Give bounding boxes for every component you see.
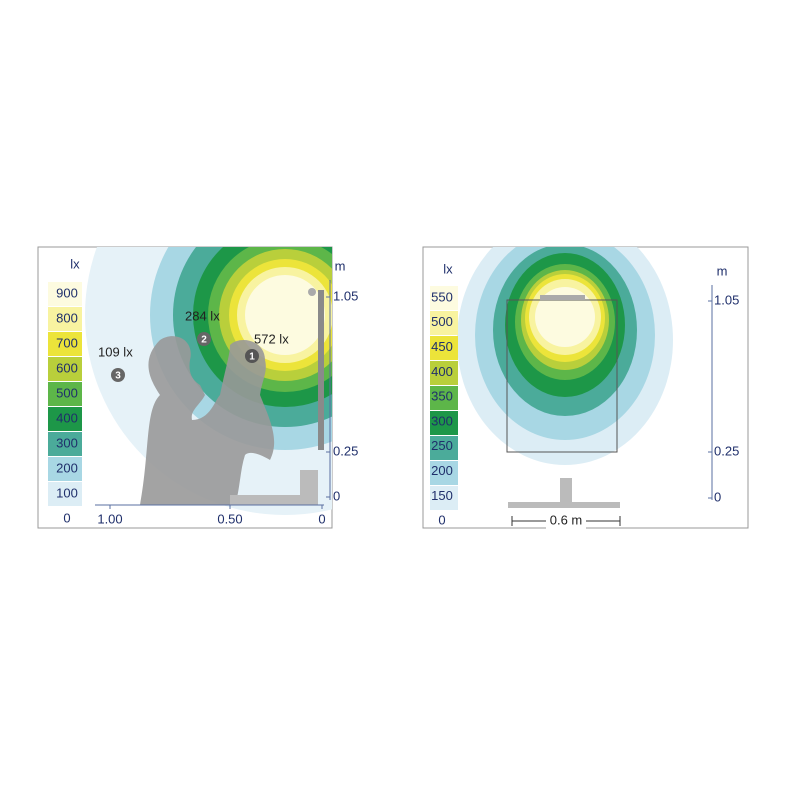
legend-label: 250 [431, 438, 453, 453]
point-number: 3 [115, 371, 121, 382]
legend-label: 300 [431, 413, 453, 428]
axes [95, 280, 331, 509]
point-label: 572 lx [254, 331, 289, 346]
legend-label: 400 [56, 410, 78, 425]
v-tick-label: 0 [333, 488, 340, 503]
point-number: 1 [249, 352, 255, 363]
label-bg [546, 512, 586, 530]
legend-label: 0 [63, 510, 70, 525]
axis-unit: m [717, 263, 728, 278]
v-tick-label: 0.25 [333, 443, 358, 458]
legend-label: 500 [431, 314, 453, 329]
legend-label: 800 [56, 310, 78, 325]
measure-points: 1 572 lx 2 284 lx 3 109 lx [98, 308, 289, 382]
legend-label: 700 [56, 335, 78, 350]
v-tick-label: 0 [714, 489, 721, 504]
legend-label: 450 [431, 339, 453, 354]
legend-label: 150 [431, 488, 453, 503]
legend-label: 500 [56, 385, 78, 400]
legend-label: 900 [56, 285, 78, 300]
legend: lx 900 800 700 600 500 400 300 200 100 0 [48, 256, 82, 525]
point-label: 284 lx [185, 308, 220, 323]
legend-label: 300 [56, 435, 78, 450]
legend-label: 0 [438, 513, 445, 528]
v-tick-label: 1.05 [714, 292, 739, 307]
width-label: 0.6 m [550, 512, 583, 527]
legend-label: 100 [56, 485, 78, 500]
h-tick-label: 0.50 [217, 511, 242, 526]
h-tick-label: 0 [318, 511, 325, 526]
legend-label: 600 [56, 360, 78, 375]
legend-label: 200 [431, 463, 453, 478]
h-tick-label: 1.00 [97, 511, 122, 526]
legend-unit: lx [443, 261, 453, 276]
v-tick-label: 1.05 [333, 288, 358, 303]
legend-label: 200 [56, 460, 78, 475]
legend-label: 350 [431, 389, 453, 404]
legend: lx 550 500 450 400 350 300 250 200 150 0 [430, 261, 458, 528]
legend-label: 550 [431, 289, 453, 304]
axis-unit: m [335, 258, 346, 273]
legend-unit: lx [70, 256, 80, 271]
v-tick-label: 0.25 [714, 443, 739, 458]
point-label: 109 lx [98, 344, 133, 359]
legend-label: 400 [431, 364, 453, 379]
light-distribution [457, 247, 673, 508]
light-distribution [85, 247, 332, 515]
point-number: 2 [201, 335, 207, 346]
